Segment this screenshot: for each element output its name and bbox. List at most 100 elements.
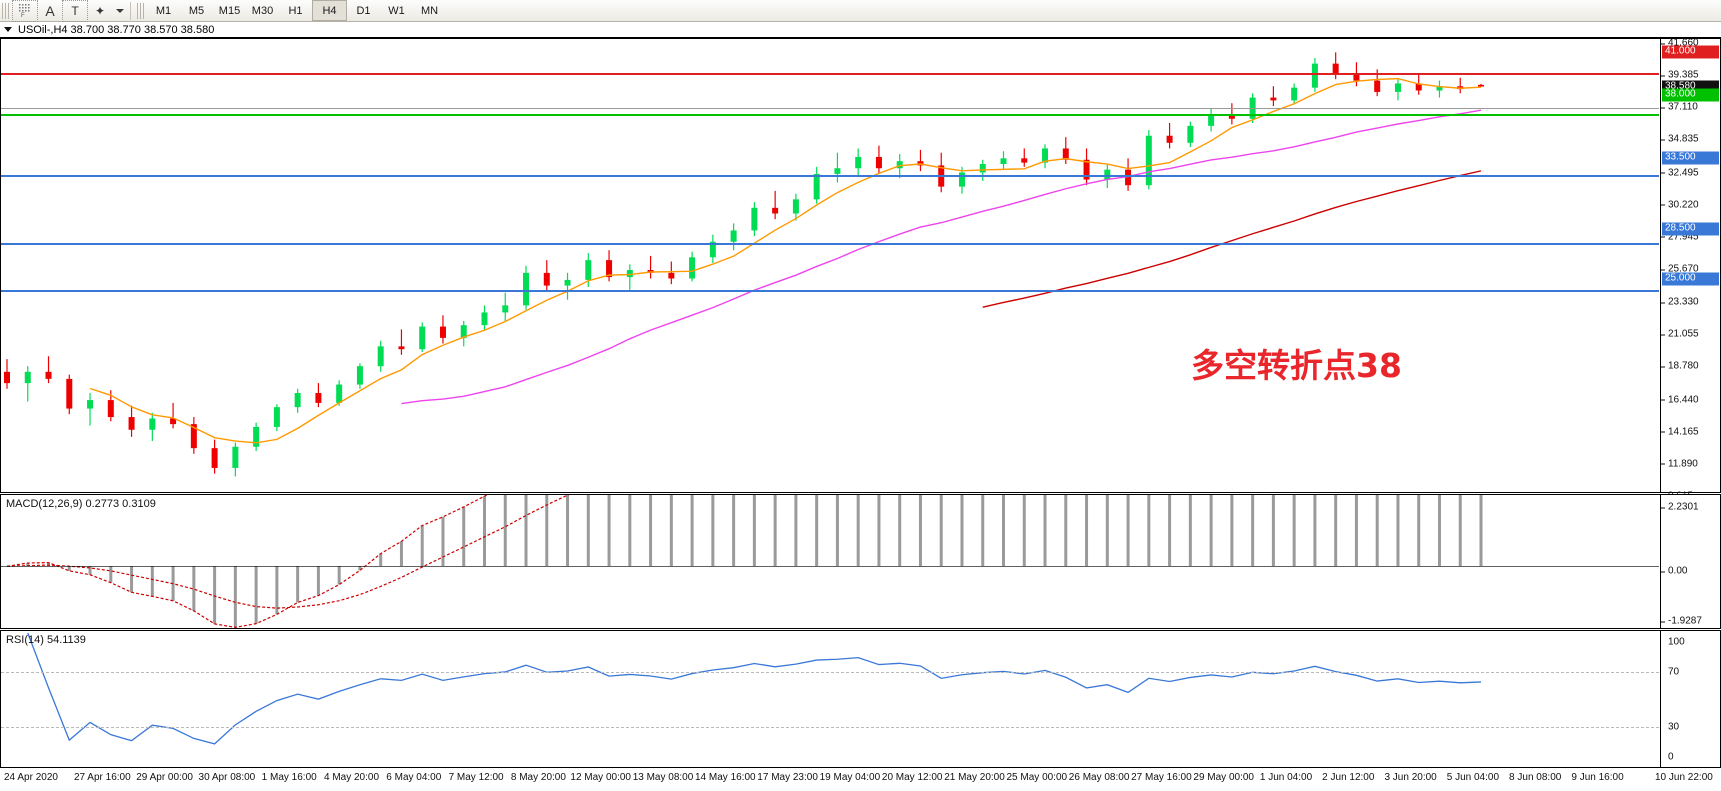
time-label: 27 May 16:00 [1131,772,1192,783]
rsi-level-70 [1,672,1659,673]
time-label: 14 May 16:00 [694,772,756,783]
timeframe-grip[interactable] [137,2,144,19]
macd-tick: 2.2301 [1661,502,1699,513]
symbol-info-bar: USOil-,H4 38.700 38.770 38.570 38.580 [0,22,1721,38]
current-price-line [1,108,1659,109]
rsi-tick: 30 [1668,721,1680,733]
time-label: 12 May 00:00 [570,772,631,783]
svg-text:F: F [21,13,25,18]
rsi-label: RSI(14) 54.1139 [6,634,86,646]
time-label: 10 Jun 22:00 [1655,772,1713,783]
price-tick: 11.890 [1661,458,1698,469]
price-tick: 41.660 [1661,38,1699,49]
macd-tick: 0.00 [1661,566,1687,577]
price-scale[interactable]: 41.660 39.385 37.110 34.835 32.495 30.220 27.9… [1660,38,1720,502]
time-label: 1 May 16:00 [261,772,317,783]
price-tag-38-000[interactable]: 38.000 [1662,88,1719,102]
time-label: 25 May 00:00 [1006,772,1068,783]
chart-annotation: 多空转折点38 [1191,346,1402,385]
time-label: 30 Apr 08:00 [198,772,256,783]
rsi-level-30 [1,727,1659,728]
rsi-tick: 70 [1668,666,1680,678]
rsi-tick: 100 [1668,636,1685,648]
objects-dropdown-icon[interactable] [112,1,126,21]
time-label: 4 May 20:00 [323,772,380,783]
price-tick: 25.670 [1661,264,1699,275]
macd-scale[interactable]: 2.2301 0.00 -1.9287 [1660,495,1720,628]
toolbar-divider [130,1,131,20]
time-label: 2 Jun 12:00 [1322,772,1375,783]
time-label: 21 May 20:00 [944,772,1005,783]
candlestick-series [4,52,1484,477]
price-tag-33-500[interactable]: 33.500 [1662,151,1719,165]
level-line-28500 [1,243,1659,245]
symbol-ohlc-label: USOil-,H4 38.700 38.770 38.570 38.580 [18,23,215,36]
time-label: 1 Jun 04:00 [1259,772,1313,783]
time-label: 9 Jun 16:00 [1571,772,1624,783]
toolbar-grip[interactable] [2,2,9,19]
chart-area: 多空转折点38 41.660 39.385 37.110 34.835 32.495 30… [0,38,1721,791]
time-label: 3 Jun 20:00 [1384,772,1437,783]
price-tick: 27.945 [1661,231,1699,242]
price-tick: 18.780 [1661,361,1699,372]
price-tick: 39.385 [1661,70,1699,81]
rsi-tick: 0 [1668,751,1674,763]
price-tag-28-500[interactable]: 28.500 [1662,222,1719,236]
time-label: 17 May 23:00 [757,772,818,783]
timeframe-w1[interactable]: W1 [388,4,405,17]
timeframe-d1[interactable]: D1 [356,4,371,17]
level-line-33500 [1,175,1659,177]
macd-panel[interactable]: MACD(12,26,9) 0.2773 0.3109 2.2301 0.00 -1… [0,494,1721,629]
time-label: 27 Apr 16:00 [73,772,131,783]
time-label: 29 Apr 00:00 [136,772,193,783]
rsi-plot[interactable] [1,631,1659,767]
price-plot[interactable]: 多空转折点38 [1,39,1659,492]
price-tick: 37.110 [1661,102,1698,113]
main-toolbar: F A T ✦ M1 M5 M15 M30 H1 H4 D1 W1 MN [0,0,1721,22]
time-label: 13 May 08:00 [632,772,694,783]
macd-plot[interactable] [1,495,1659,628]
time-label: 6 May 04:00 [386,772,442,783]
time-label: 8 May 20:00 [510,772,566,783]
rsi-scale[interactable]: 100 70 30 0 [1660,631,1720,767]
price-tick: 14.165 [1661,426,1699,437]
text-label-icon[interactable]: T [62,0,88,22]
time-label: 5 Jun 04:00 [1446,772,1500,783]
time-axis: 24 Apr 2020 27 Apr 16:00 29 Apr 00:00 30 Ap… [0,769,1721,791]
macd-tick: -1.9287 [1661,616,1702,627]
rsi-panel[interactable]: RSI(14) 54.1139 100 70 30 0 [0,630,1721,768]
timeframe-m1[interactable]: M1 [155,4,172,17]
price-tick: 30.220 [1661,199,1699,210]
text-tool-icon[interactable]: A [45,2,55,19]
rsi-series [27,632,1482,745]
time-label: 20 May 12:00 [881,772,943,783]
timeframe-h1[interactable]: H1 [288,4,303,17]
objects-icon[interactable]: ✦ [94,3,106,18]
price-tag-41-000[interactable]: 41.000 [1662,45,1719,59]
price-tick: 16.440 [1661,394,1699,405]
time-label: 7 May 12:00 [448,772,504,783]
time-label: 19 May 04:00 [819,772,881,783]
level-line-25000 [1,290,1659,292]
time-label: 8 Jun 08:00 [1509,772,1562,783]
timeframe-m5[interactable]: M5 [188,4,205,17]
price-tick: 34.835 [1661,134,1699,145]
price-tick: 21.055 [1661,329,1699,340]
level-line-41000 [1,73,1659,75]
time-label: 26 May 08:00 [1068,772,1130,783]
price-tick: 32.495 [1661,167,1699,178]
crosshair-icon[interactable]: F [12,0,38,22]
price-tag-25-000[interactable]: 25.000 [1662,272,1719,285]
timeframe-m15[interactable]: M15 [218,4,241,17]
time-label: 24 Apr 2020 [4,772,58,783]
timeframe-m30[interactable]: M30 [251,4,274,17]
price-panel[interactable]: 多空转折点38 41.660 39.385 37.110 34.835 32.495 30… [0,38,1721,502]
chevron-down-icon[interactable] [4,27,12,32]
macd-series [1,495,1659,628]
timeframe-h4[interactable]: H4 [312,0,347,21]
time-label: 29 May 00:00 [1193,772,1254,783]
timeframe-mn[interactable]: MN [420,4,439,17]
macd-label: MACD(12,26,9) 0.2773 0.3109 [6,498,156,510]
price-tick: 23.330 [1661,297,1699,308]
level-line-38000 [1,114,1659,116]
